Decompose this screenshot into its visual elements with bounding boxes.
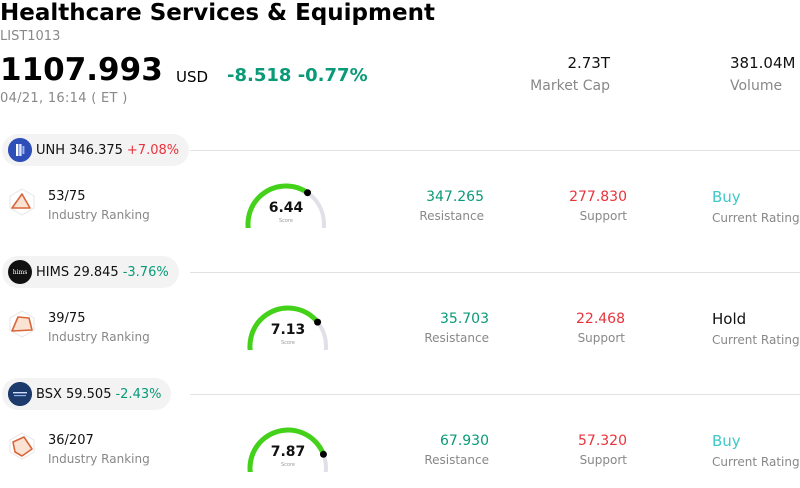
- score-caption: Score: [280, 340, 295, 346]
- industry-rank-value: 36/207: [48, 433, 94, 448]
- gauge-pointer: [319, 450, 327, 458]
- index-change-pct: -0.77%: [297, 65, 368, 86]
- industry-rank-value: 53/75: [48, 189, 86, 204]
- section-divider: [190, 150, 800, 151]
- resistance-label: Resistance: [424, 331, 489, 345]
- score-caption: Score: [278, 218, 293, 224]
- resistance-label: Resistance: [424, 453, 489, 467]
- support-label: Support: [579, 209, 627, 223]
- market-cap-value: 2.73T: [567, 54, 610, 72]
- score-caption: Score: [280, 462, 295, 468]
- gauge-fill: [247, 427, 326, 472]
- section-divider: [190, 272, 800, 273]
- stock-section: hims HIMS 29.845 -3.76% 39/75 Industry R…: [0, 256, 800, 378]
- support-label: Support: [577, 331, 625, 345]
- current-rating-label: Current Rating: [712, 333, 800, 347]
- current-rating-label: Current Rating: [712, 455, 800, 469]
- index-timestamp: 04/21, 16:14 ( ET ): [0, 91, 128, 106]
- stock-pill-bsx[interactable]: BSX 59.505 -2.43%: [2, 378, 172, 410]
- resistance-value: 347.265: [426, 189, 484, 205]
- support-label: Support: [579, 453, 627, 467]
- score-gauge: [245, 183, 326, 228]
- index-code: LIST1013: [0, 29, 61, 44]
- current-rating-label: Current Rating: [712, 211, 800, 225]
- resistance-label: Resistance: [419, 209, 484, 223]
- ranking-icon: [9, 188, 35, 216]
- current-rating-value: Buy: [712, 432, 741, 450]
- ranking-icon: [9, 432, 35, 460]
- stock-ticker-price: BSX 59.505: [36, 386, 112, 402]
- bsx-logo: [8, 382, 32, 406]
- stock-change-pct: -3.76%: [122, 264, 169, 280]
- stock-change-pct: +7.08%: [126, 142, 180, 158]
- score-gauge: [247, 305, 328, 350]
- ranking-icon: [9, 310, 35, 338]
- index-price: 1107.993: [0, 52, 163, 88]
- section-divider: [190, 394, 800, 395]
- current-rating-value: Hold: [712, 310, 747, 328]
- market-cap-label: Market Cap: [530, 78, 610, 94]
- gauge-pointer: [314, 318, 322, 326]
- support-value: 22.468: [576, 311, 625, 327]
- volume-label: Volume: [730, 78, 783, 94]
- score-value: 7.87: [270, 444, 306, 460]
- stock-change-pct: -2.43%: [115, 386, 162, 402]
- index-change: -8.518 -0.77%: [227, 65, 368, 86]
- current-rating-value: Buy: [712, 188, 741, 206]
- resistance-value: 67.930: [440, 433, 489, 449]
- index-title: Healthcare Services & Equipment: [0, 0, 435, 26]
- index-currency: USD: [176, 68, 209, 86]
- score-gauge: [247, 427, 328, 472]
- hims-logo: hims: [8, 260, 32, 284]
- stock-section: BSX 59.505 -2.43% 36/207 Industry Rankin…: [0, 378, 800, 488]
- support-value: 277.830: [569, 189, 627, 205]
- stock-pill-unh[interactable]: UNH 346.375 +7.08%: [2, 134, 190, 166]
- unh-logo: [8, 138, 32, 162]
- stock-section: UNH 346.375 +7.08% 53/75 Industry Rankin…: [0, 134, 800, 256]
- industry-rank-label: Industry Ranking: [48, 330, 150, 344]
- gauge-fill: [247, 305, 321, 350]
- hims-logo-text: hims: [12, 268, 28, 276]
- industry-rank-label: Industry Ranking: [48, 452, 150, 466]
- support-value: 57.320: [578, 433, 627, 449]
- resistance-value: 35.703: [440, 311, 489, 327]
- gauge-pointer: [304, 189, 312, 197]
- industry-rank-label: Industry Ranking: [48, 208, 150, 222]
- score-value: 6.44: [268, 200, 304, 216]
- stock-ticker-price: UNH 346.375: [36, 142, 123, 158]
- score-value: 7.13: [270, 322, 306, 338]
- index-change-value: -8.518: [227, 65, 292, 86]
- volume-value: 381.04M: [730, 54, 796, 72]
- stock-ticker-price: HIMS 29.845: [36, 264, 119, 280]
- industry-rank-value: 39/75: [48, 311, 86, 326]
- stock-pill-hims[interactable]: hims HIMS 29.845 -3.76%: [2, 256, 179, 288]
- gauge-fill: [245, 183, 311, 228]
